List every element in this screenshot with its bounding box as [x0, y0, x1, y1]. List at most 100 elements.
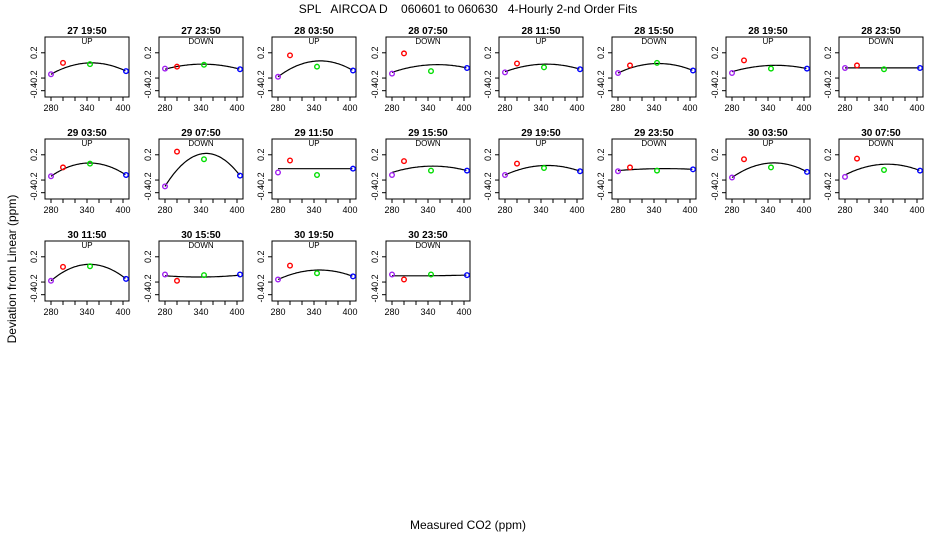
x-tick-label: 400 — [796, 103, 811, 113]
x-tick-label: 280 — [610, 205, 625, 215]
y-tick-label: 0.2 — [710, 47, 720, 60]
y-tick-label: -0.4 — [256, 185, 266, 201]
y-tick-label: -0.2 — [256, 172, 266, 188]
panel-direction-label: UP — [762, 139, 773, 148]
panel-direction-label: DOWN — [188, 241, 214, 250]
panel-title: 28 07:50 — [408, 26, 448, 37]
data-point — [615, 168, 622, 175]
x-tick-label: 400 — [456, 307, 471, 317]
x-tick-label: 280 — [270, 307, 285, 317]
data-point — [350, 67, 357, 74]
x-tick-label: 340 — [760, 103, 775, 113]
y-tick-label: -0.4 — [823, 83, 833, 99]
panel-direction-label: UP — [81, 241, 92, 250]
x-tick-label: 400 — [342, 307, 357, 317]
panel-title: 29 19:50 — [521, 128, 561, 139]
data-point — [428, 167, 435, 174]
panel-direction-label: UP — [535, 37, 546, 46]
fit-curve — [391, 165, 467, 174]
y-tick-label: -0.4 — [143, 83, 153, 99]
y-tick-label: -0.2 — [29, 172, 39, 188]
y-tick-label: -0.4 — [256, 287, 266, 303]
data-point — [729, 174, 736, 181]
x-tick-label: 340 — [873, 205, 888, 215]
data-point — [514, 60, 521, 67]
x-tick-label: 280 — [384, 103, 399, 113]
data-point — [350, 165, 357, 172]
x-tick-label: 280 — [157, 307, 172, 317]
x-tick-label: 400 — [456, 103, 471, 113]
panel-frame — [385, 240, 471, 302]
data-point — [173, 277, 180, 284]
panel-direction-label: UP — [81, 139, 92, 148]
panel-title: 29 11:50 — [295, 128, 334, 139]
x-tick-label: 340 — [533, 103, 548, 113]
data-point — [768, 164, 775, 171]
panel-frame — [385, 36, 471, 98]
fit-curve — [164, 152, 240, 187]
data-point — [314, 171, 321, 178]
data-point — [690, 166, 697, 173]
data-point — [275, 73, 282, 80]
y-tick-label: -0.2 — [370, 70, 380, 86]
y-tick-label: -0.4 — [710, 185, 720, 201]
y-tick-label: -0.4 — [256, 83, 266, 99]
panel-frame — [271, 240, 357, 302]
data-point — [514, 160, 521, 167]
data-point — [917, 64, 924, 71]
y-tick-label: -0.2 — [370, 274, 380, 290]
x-tick-label: 340 — [306, 307, 321, 317]
x-tick-label: 280 — [837, 103, 852, 113]
y-tick-label: -0.4 — [823, 185, 833, 201]
y-tick-label: 0.2 — [483, 47, 493, 60]
y-tick-label: -0.4 — [710, 83, 720, 99]
panel-title: 29 23:50 — [634, 128, 674, 139]
y-tick-label: -0.2 — [823, 172, 833, 188]
y-tick-label: -0.4 — [596, 83, 606, 99]
x-tick-label: 400 — [229, 205, 244, 215]
panel-direction-label: UP — [81, 37, 92, 46]
data-point — [60, 263, 67, 270]
panel-direction-label: DOWN — [868, 37, 894, 46]
data-point — [122, 68, 129, 75]
x-tick-label: 280 — [497, 103, 512, 113]
data-point — [541, 64, 548, 71]
x-tick-label: 340 — [79, 205, 94, 215]
data-point — [86, 160, 93, 167]
data-point — [502, 69, 509, 76]
x-tick-label: 280 — [724, 205, 739, 215]
data-point — [200, 61, 207, 68]
data-point — [200, 272, 207, 279]
y-tick-label: -0.4 — [596, 185, 606, 201]
x-tick-label: 280 — [724, 103, 739, 113]
data-point — [48, 71, 55, 78]
x-tick-label: 280 — [837, 205, 852, 215]
y-tick-label: 0.2 — [29, 149, 39, 162]
x-tick-label: 340 — [420, 205, 435, 215]
data-point — [173, 63, 180, 70]
data-point — [161, 183, 168, 190]
x-tick-label: 340 — [79, 307, 94, 317]
data-point — [350, 273, 357, 280]
data-point — [275, 169, 282, 176]
x-axis-title: Measured CO2 (ppm) — [409, 518, 527, 532]
fit-curve — [277, 269, 353, 281]
data-point — [541, 165, 548, 172]
data-point — [86, 61, 93, 68]
panel-direction-label: UP — [762, 37, 773, 46]
fit-curve — [504, 63, 580, 73]
panel-title: 29 15:50 — [408, 128, 448, 139]
panel-frame — [498, 138, 584, 200]
data-point — [881, 66, 888, 73]
y-tick-label: 0.2 — [256, 149, 266, 162]
data-point — [60, 59, 67, 66]
data-point — [464, 64, 471, 71]
x-tick-label: 340 — [306, 103, 321, 113]
x-tick-label: 400 — [115, 307, 130, 317]
x-tick-label: 400 — [569, 205, 584, 215]
